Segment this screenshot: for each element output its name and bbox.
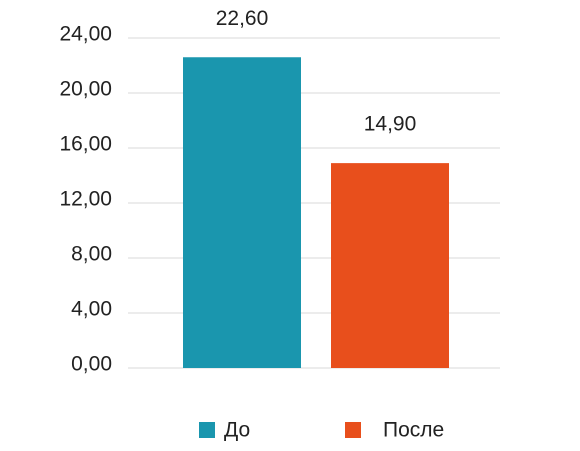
y-tick-label: 16,00	[59, 133, 112, 156]
y-tick-label: 12,00	[59, 188, 112, 211]
y-tick-label: 20,00	[59, 78, 112, 101]
bar	[331, 163, 449, 368]
legend-label: После	[383, 419, 444, 442]
legend-swatch	[345, 422, 361, 438]
y-tick-label: 0,00	[71, 353, 112, 376]
y-tick-label: 4,00	[71, 298, 112, 321]
data-label: 14,90	[364, 113, 417, 136]
bar	[183, 57, 301, 368]
legend-label: До	[224, 419, 250, 442]
y-tick-label: 8,00	[71, 243, 112, 266]
data-label: 22,60	[216, 7, 269, 30]
legend-swatch	[199, 422, 215, 438]
y-tick-label: 24,00	[59, 23, 112, 46]
